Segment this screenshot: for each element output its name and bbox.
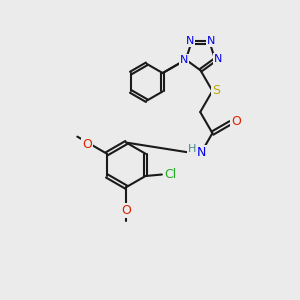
Text: N: N: [213, 54, 222, 64]
Text: S: S: [212, 84, 220, 98]
Text: H: H: [188, 144, 196, 154]
Text: N: N: [197, 146, 206, 159]
Text: Cl: Cl: [164, 168, 176, 181]
Text: N: N: [207, 36, 215, 46]
Text: N: N: [186, 36, 194, 46]
Text: O: O: [231, 115, 241, 128]
Text: O: O: [82, 138, 92, 151]
Text: O: O: [121, 203, 131, 217]
Text: N: N: [180, 55, 188, 65]
